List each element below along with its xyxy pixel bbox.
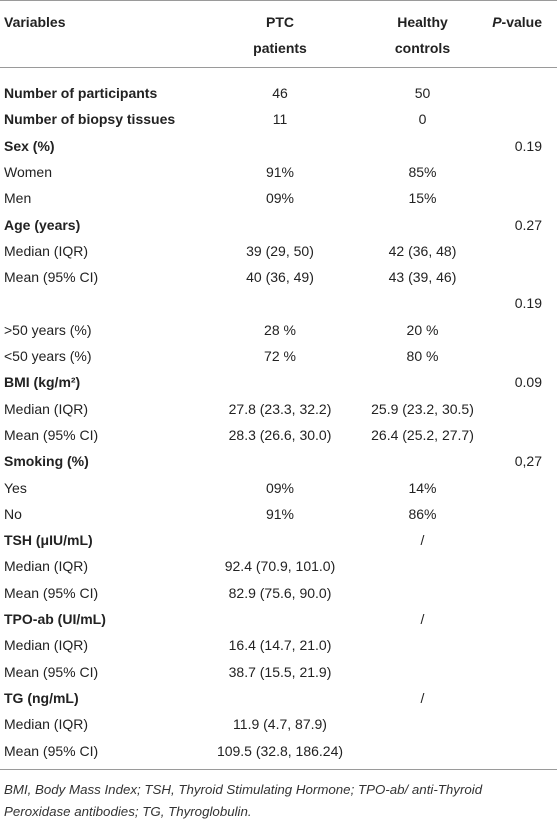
cell-value: 46 [272,85,288,101]
cell-value: 91% [265,505,295,522]
cell-value: 80 % [406,348,439,364]
footnote: BMI, Body Mass Index; TSH, Thyroid Stimu… [4,782,483,819]
cell-value: 25.9 (23.2, 30.5) [371,400,474,417]
cell-value: 16.4 (14.7, 21.0) [228,637,332,654]
row-label: Mean (95% CI) [4,269,99,286]
header-cell: Variables [4,14,66,30]
cell-value: 82.9 (75.6, 90.0) [228,584,332,601]
row-label: Median (IQR) [4,558,89,575]
row-label: Median (IQR) [4,716,89,733]
row-label: Sex (%) [4,137,55,154]
row-label: TPO-ab (UI/mL) [4,611,106,627]
cell-value: 14% [408,479,437,496]
row-label: TG (ng/mL) [4,689,79,706]
cell-value: 0.09 [514,374,542,391]
row-label: Number of biopsy tissues [4,111,176,128]
cell-value: 40 (36, 49) [246,269,314,286]
header-line: Healthy [397,14,448,30]
cell-value: / [420,532,425,549]
row-label: Mean (95% CI) [4,426,99,443]
row-label: Smoking (%) [4,453,89,470]
cell-value: 28.3 (26.6, 30.0) [228,426,332,443]
cell-value: 0.19 [514,137,542,154]
cell-value: 20 % [406,321,439,338]
row-label: Age (years) [4,216,81,233]
row-label: Yes [4,479,27,496]
row-label: <50 years (%) [4,348,92,364]
row-label: Men [4,190,32,207]
row-label: Median (IQR) [4,242,89,259]
cell-value: 91% [265,163,295,180]
bottom-rule [0,769,557,770]
row-label: TSH (μIU/mL) [4,532,93,549]
top-rule [0,0,557,1]
header-cell: Healthy controls [345,13,500,57]
cell-value: 15% [408,190,437,207]
cell-value: 11 [272,111,288,128]
cell-value: 27.8 (23.3, 32.2) [228,400,332,417]
cell-value: 109.5 (32.8, 186.24) [216,742,344,759]
header-italic: P [492,14,502,30]
cell-value: / [420,689,425,706]
header-cell: PTC patients [200,13,360,57]
cell-value: 86% [408,505,437,522]
row-label: Number of participants [4,85,158,101]
header-line: patients [253,40,307,56]
cell-value: 39 (29, 50) [246,242,314,259]
row-label: Mean (95% CI) [4,584,99,601]
cell-value: 0.27 [514,216,542,233]
cell-value: 28 % [264,321,296,338]
row-label: >50 years (%) [4,321,92,338]
header-line: PTC [266,14,294,30]
header-cell: P-value [490,13,542,31]
cell-value: 09% [265,190,295,207]
cell-value: 0 [418,111,427,128]
header-line: controls [394,40,451,56]
cell-value: 92.4 (70.9, 101.0) [224,558,336,575]
cell-value: 42 (36, 48) [388,242,457,259]
row-label: Mean (95% CI) [4,663,99,680]
cell-value: 72 % [264,348,296,364]
header-rule [0,67,557,68]
row-label: Median (IQR) [4,637,89,654]
cell-value: 09% [265,479,295,496]
cell-value: 11.9 (4.7, 87.9) [233,716,327,733]
cell-value: 43 (39, 46) [388,269,457,286]
cell-value: / [420,611,425,627]
row-label: Mean (95% CI) [4,742,99,759]
row-label: Women [4,163,52,180]
cell-value: 0,27 [514,453,542,470]
cell-value: 38.7 (15.5, 21.9) [228,663,332,680]
row-label: BMI (kg/m²) [4,374,81,391]
row-label: No [4,505,22,522]
cell-value: 26.4 (25.2, 27.7) [371,426,474,443]
cell-value: 50 [414,85,431,101]
cell-value: 0.19 [514,295,542,312]
header-text: -value [501,14,542,30]
row-label: Median (IQR) [4,400,89,417]
cell-value: 85% [408,163,437,180]
